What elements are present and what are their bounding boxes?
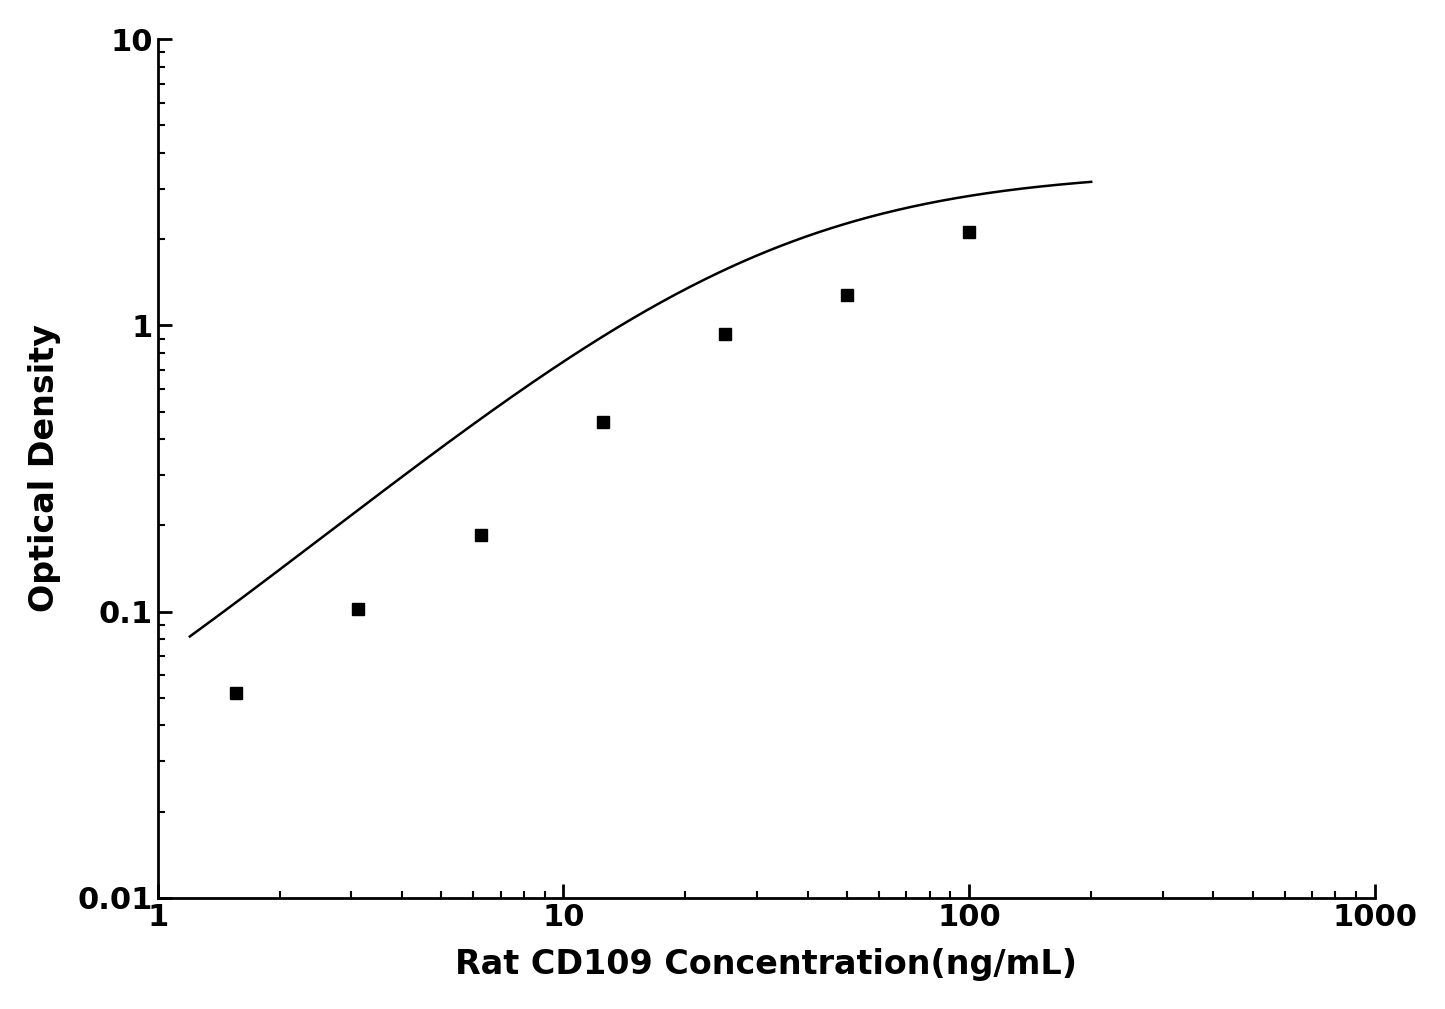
X-axis label: Rat CD109 Concentration(ng/mL): Rat CD109 Concentration(ng/mL) [455,948,1077,981]
Y-axis label: Optical Density: Optical Density [27,325,61,612]
